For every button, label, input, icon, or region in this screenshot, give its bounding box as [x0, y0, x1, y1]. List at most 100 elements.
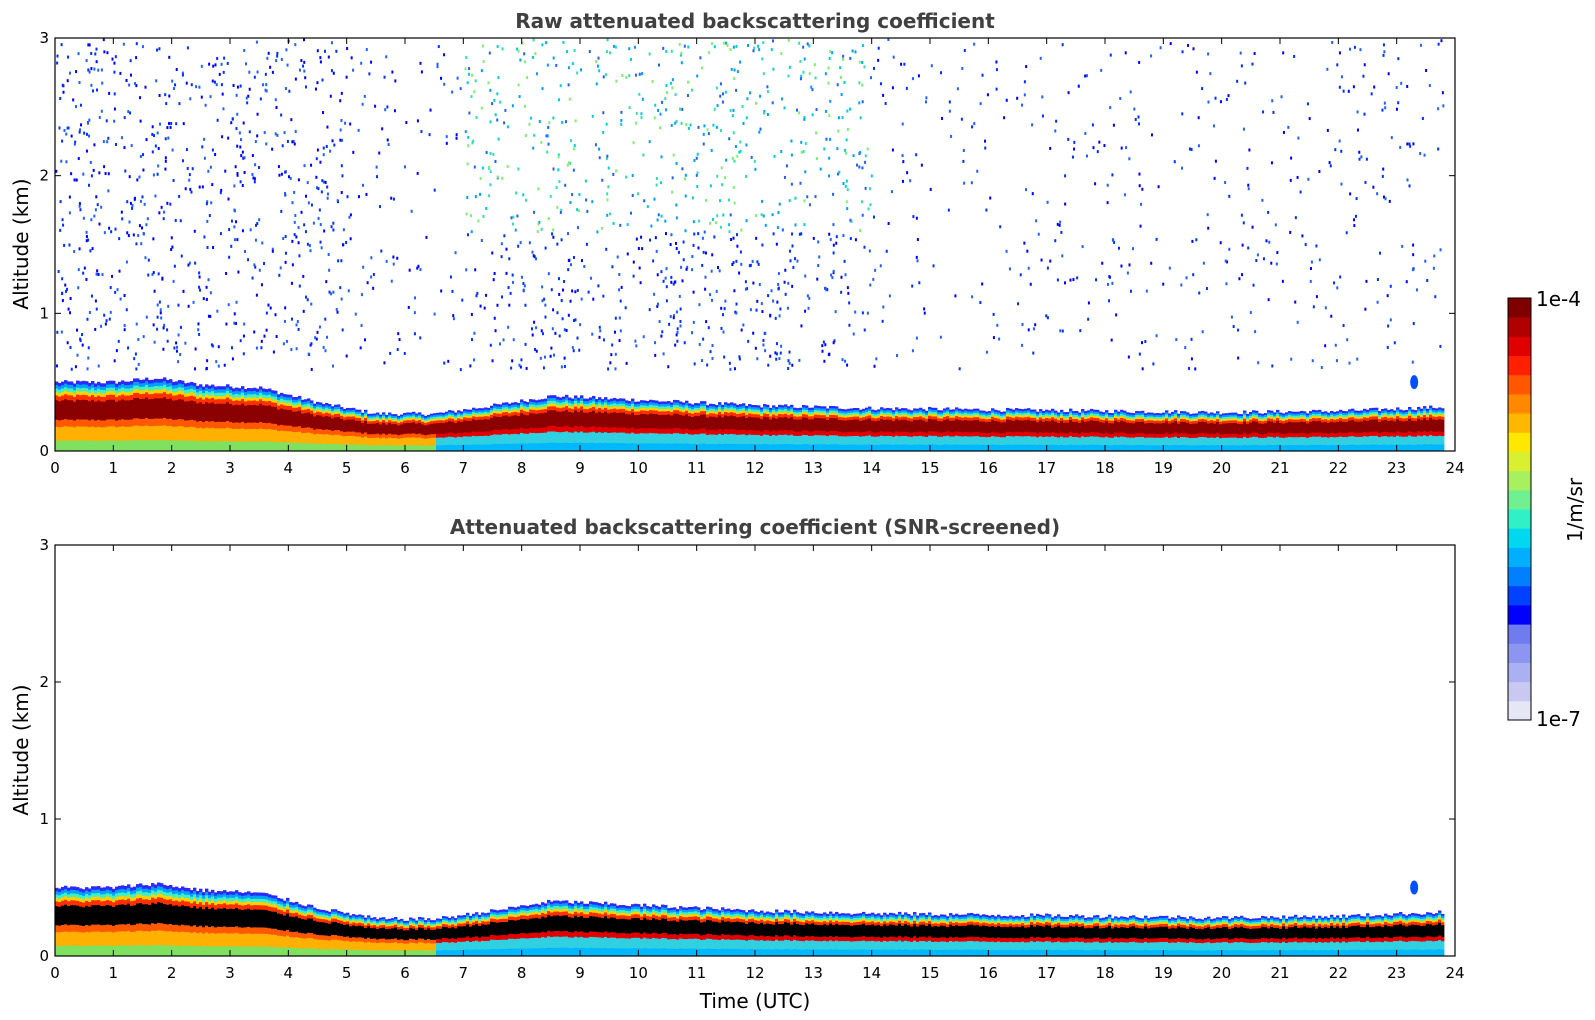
layer-cell — [514, 402, 518, 405]
noise-speck — [804, 141, 807, 145]
noise-speck — [844, 148, 847, 152]
layer-cell — [379, 445, 383, 451]
noise-speck — [828, 232, 831, 236]
noise-speck — [844, 184, 847, 188]
layer-cell — [91, 394, 95, 401]
noise-speck — [620, 122, 623, 126]
layer-cell — [67, 400, 71, 421]
layer-cell — [118, 388, 122, 393]
layer-cell — [142, 440, 146, 451]
noise-speck — [491, 359, 494, 363]
noise-speck — [552, 167, 555, 171]
noise-speck — [774, 351, 777, 355]
layer-cell — [211, 402, 215, 422]
noise-speck — [803, 116, 806, 120]
layer-cell — [382, 414, 386, 417]
noise-speck — [1128, 157, 1131, 161]
layer-cell — [592, 398, 596, 402]
noise-speck — [413, 296, 416, 300]
layer-cell — [526, 428, 530, 435]
layer-cell — [58, 440, 62, 451]
noise-speck — [1159, 46, 1162, 50]
layer-cell — [955, 435, 959, 445]
noise-speck — [545, 134, 548, 138]
layer-cell — [952, 411, 956, 414]
noise-speck — [971, 125, 974, 129]
noise-speck — [1428, 84, 1431, 88]
noise-speck — [1370, 92, 1373, 96]
layer-cell — [196, 441, 200, 451]
layer-cell — [166, 440, 170, 451]
noise-speck — [100, 205, 103, 209]
noise-speck — [253, 180, 256, 184]
noise-speck — [848, 323, 851, 327]
layer-cell — [712, 429, 716, 435]
noise-speck — [346, 46, 349, 50]
layer-cell — [694, 416, 698, 430]
layer-cell — [493, 405, 497, 409]
layer-cell — [502, 434, 506, 445]
layer-cell — [898, 417, 902, 421]
layer-cell — [331, 406, 335, 409]
noise-speck — [531, 333, 534, 337]
noise-speck — [87, 238, 90, 242]
noise-speck — [315, 157, 318, 161]
layer-cell — [217, 386, 221, 390]
noise-speck — [614, 352, 617, 356]
noise-speck — [111, 57, 114, 61]
noise-speck — [263, 334, 266, 338]
layer-cell — [337, 404, 341, 408]
noise-speck — [384, 108, 387, 112]
layer-cell — [535, 433, 539, 444]
layer-cell — [619, 432, 623, 444]
layer-cell — [367, 438, 371, 446]
noise-speck — [1150, 261, 1153, 265]
noise-speck — [925, 100, 928, 104]
noise-speck — [830, 273, 833, 277]
noise-speck — [638, 92, 641, 96]
layer-cell — [634, 428, 638, 435]
noise-speck — [240, 154, 243, 158]
layer-cell — [361, 423, 365, 435]
layer-cell — [271, 429, 275, 443]
noise-speck — [407, 305, 410, 309]
layer-cell — [184, 440, 188, 451]
layer-cell — [754, 414, 758, 418]
layer-cell — [490, 430, 494, 436]
layer-cell — [517, 443, 521, 451]
layer-cell — [874, 410, 878, 413]
layer-cell — [865, 435, 869, 445]
noise-speck — [134, 352, 137, 356]
noise-speck — [494, 329, 497, 333]
noise-speck — [1432, 266, 1435, 270]
layer-cell — [250, 400, 254, 406]
layer-cell — [775, 413, 779, 417]
noise-speck — [461, 298, 464, 302]
layer-cell — [772, 412, 776, 415]
noise-speck — [646, 205, 649, 209]
noise-speck — [751, 259, 754, 263]
layer-cell — [856, 444, 860, 451]
layer-cell — [550, 442, 554, 451]
layer-cell — [205, 402, 209, 422]
noise-speck — [507, 325, 510, 329]
noise-speck — [817, 263, 820, 267]
layer-cell — [376, 416, 380, 419]
layer-cell — [763, 408, 767, 412]
layer-cell — [565, 400, 569, 404]
layer-cell — [658, 414, 662, 430]
layer-cell — [133, 418, 137, 427]
layer-cell — [223, 396, 227, 400]
noise-speck — [1060, 230, 1063, 234]
noise-speck — [774, 316, 777, 320]
layer-cell — [907, 411, 911, 415]
noise-speck — [806, 42, 809, 46]
layer-cell — [559, 426, 563, 433]
noise-speck — [276, 133, 279, 137]
noise-speck — [274, 313, 277, 317]
layer-cell — [376, 437, 380, 446]
noise-speck — [167, 136, 170, 140]
noise-speck — [244, 249, 247, 253]
layer-cell — [772, 405, 776, 409]
noise-speck — [341, 174, 344, 178]
